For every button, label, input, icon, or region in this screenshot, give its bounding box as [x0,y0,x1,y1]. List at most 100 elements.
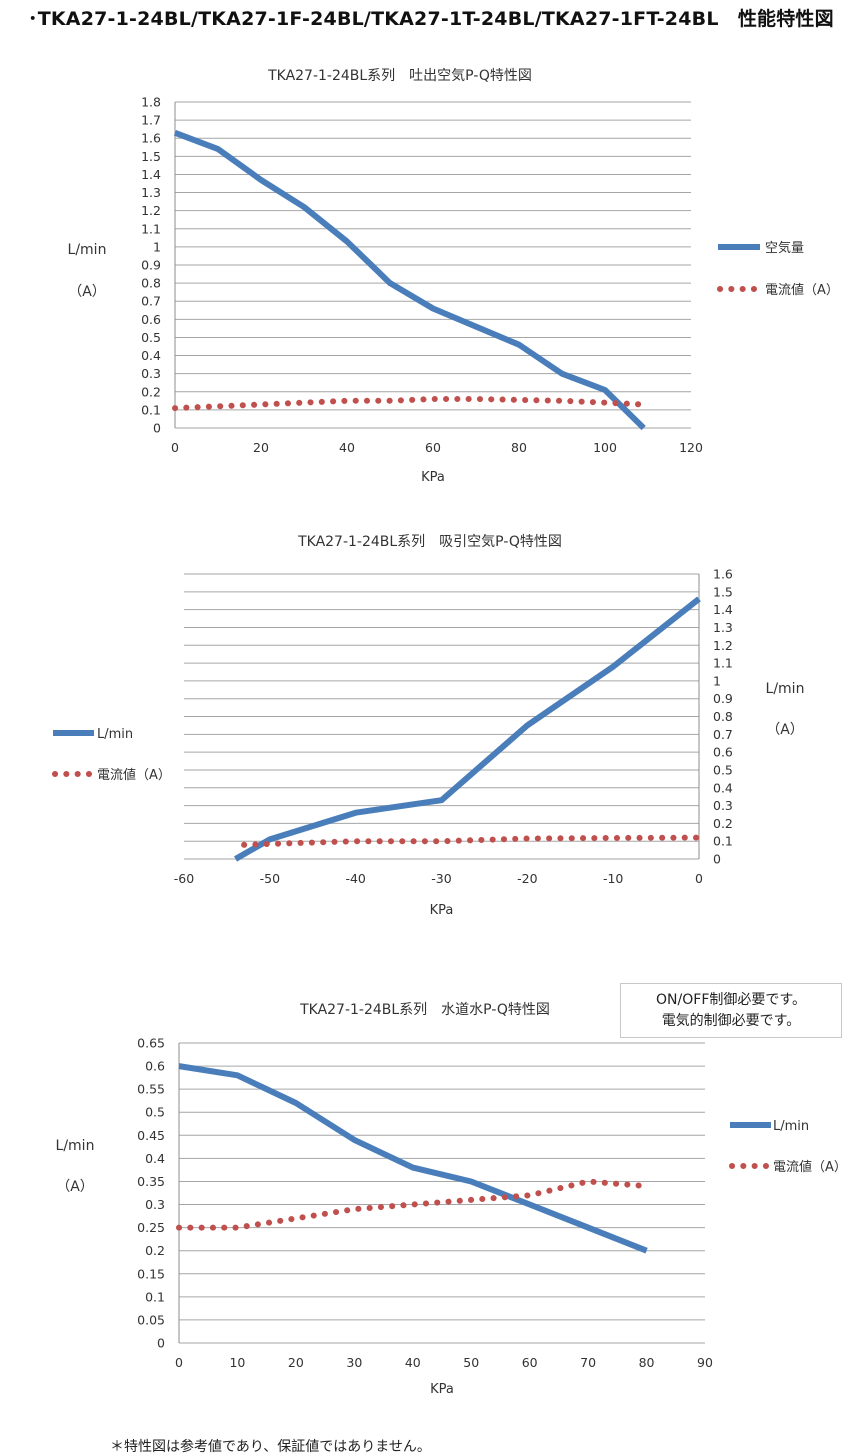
series-line-1 [236,599,700,859]
series-dotted-line-2 [175,399,644,408]
footnote: ＊特性図は参考値であり、保証値ではありません。 [110,1436,431,1456]
discharge-air-pq-chart: 0 0.1 0.2 0.3 0.4 0.5 0.6 0.7 0.8 0.9 1 1.1 1.2 1.3 1.… [0,60,850,480]
y-tick-label: 0.6 [145,1059,165,1074]
y-tick-label: 0.1 [141,402,161,417]
y-tick-label: 1.2 [141,203,161,218]
y-tick-label: 1.6 [141,131,161,146]
x-tick-label: -30 [431,871,451,886]
series-line-1 [175,133,644,428]
legend-label: L/min [773,1119,809,1134]
x-tick-label: 80 [639,1355,655,1370]
y-tick-label: 0.2 [145,1243,165,1258]
y-tick-label: 0.9 [141,258,161,273]
x-tick-label: 120 [679,440,703,455]
y-tick-label: 0.5 [713,762,733,777]
y-tick-label: 0 [157,1336,165,1351]
y-axis-unit-label: （A） [766,722,804,738]
y-tick-label: 0.4 [145,1151,165,1166]
x-tick-label: -60 [174,871,194,886]
y-tick-label: 0.8 [713,709,733,724]
y-tick-label: 0.7 [141,294,161,309]
y-axis-unit-label: （A） [56,1179,94,1195]
x-tick-label: 0 [695,871,703,886]
y-tick-label: 0.2 [713,816,733,831]
y-tick-label: 0.2 [141,384,161,399]
y-tick-label: 0.3 [145,1197,165,1212]
y-tick-label: 0.15 [137,1266,165,1281]
y-tick-label: 1.4 [713,602,733,617]
y-tick-label: 0.4 [713,780,733,795]
chart-title: TKA27-1-24BL系列 吸引空気P-Q特性図 [297,534,562,550]
x-tick-label: 70 [580,1355,596,1370]
x-tick-label: 0 [175,1355,183,1370]
x-tick-label: 60 [425,440,441,455]
y-tick-label: 1.4 [141,167,161,182]
y-tick-label: 0.8 [141,276,161,291]
y-tick-label: 1.2 [713,638,733,653]
x-tick-label: 50 [463,1355,479,1370]
y-tick-label: 1.3 [141,185,161,200]
x-tick-label: 30 [346,1355,362,1370]
y-tick-label: 0.4 [141,348,161,363]
legend-label: 電流値（A） [97,767,171,783]
x-tick-label: 0 [171,440,179,455]
y-tick-label: 0.6 [713,745,733,760]
legend-label: 電流値（A） [773,1159,847,1175]
page-title: ･TKA27-1-24BL/TKA27-1F-24BL/TKA27-1T-24B… [28,4,834,31]
y-tick-label: 0.55 [137,1082,165,1097]
x-tick-label: -50 [260,871,280,886]
y-tick-label: 0.1 [713,834,733,849]
x-axis-label: KPa [430,1382,454,1397]
y-tick-label: 0.6 [141,312,161,327]
y-tick-label: 0 [713,852,721,867]
y-tick-label: 0.9 [713,691,733,706]
y-tick-label: 0.5 [145,1105,165,1120]
x-tick-label: -10 [603,871,623,886]
x-tick-label: 80 [511,440,527,455]
x-tick-label: -40 [345,871,365,886]
y-tick-label: 1.5 [713,584,733,599]
legend-label: 空気量 [765,240,804,256]
y-tick-label: 1.8 [141,95,161,110]
y-tick-label: 0.5 [141,330,161,345]
y-tick-label: 0.35 [137,1174,165,1189]
x-tick-label: 90 [697,1355,713,1370]
y-tick-label: 0.7 [713,727,733,742]
legend-label: L/min [97,727,133,742]
x-tick-label: 60 [522,1355,538,1370]
x-axis-label: KPa [421,470,445,485]
y-tick-label: 0.05 [137,1312,165,1327]
x-axis-label: KPa [430,903,454,918]
note-line: ON/OFF制御必要です。 [621,990,841,1011]
note-line: 電気的制御必要です。 [621,1011,841,1032]
x-tick-label: 20 [288,1355,304,1370]
control-note-box: ON/OFF制御必要です。 電気的制御必要です。 [620,983,842,1038]
y-tick-label: 1 [713,673,721,688]
y-tick-label: 1.5 [141,149,161,164]
y-axis-label: L/min [68,242,107,258]
y-tick-label: 0.45 [137,1128,165,1143]
legend-label: 電流値（A） [765,282,839,298]
x-tick-label: 40 [339,440,355,455]
tap-water-pq-chart: 0 0.05 0.1 0.15 0.2 0.25 0.3 0.35 0.4 0.45 0.5 0.55… [0,995,850,1415]
y-tick-label: 0.3 [141,366,161,381]
chart-title: TKA27-1-24BL系列 吐出空気P-Q特性図 [267,68,532,84]
x-tick-label: 10 [229,1355,245,1370]
y-tick-label: 1.1 [141,221,161,236]
x-tick-label: 20 [253,440,269,455]
y-tick-label: 0.1 [145,1289,165,1304]
x-tick-label: 40 [405,1355,421,1370]
y-tick-label: 1 [153,239,161,254]
y-axis-label: L/min [766,681,805,697]
chart-title: TKA27-1-24BL系列 水道水P-Q特性図 [299,1002,550,1018]
x-tick-label: -20 [517,871,537,886]
y-tick-label: 1.6 [713,567,733,582]
y-tick-label: 1.7 [141,113,161,128]
y-tick-label: 0.3 [713,798,733,813]
x-tick-label: 100 [593,440,617,455]
y-axis-label: L/min [56,1138,95,1154]
y-tick-label: 0.25 [137,1220,165,1235]
y-tick-label: 1.1 [713,656,733,671]
suction-air-pq-chart: 0 0.1 0.2 0.3 0.4 0.5 0.6 0.7 0.8 0.9 1 1.1 1.2 1.3 1.… [0,525,850,945]
y-tick-label: 1.3 [713,620,733,635]
